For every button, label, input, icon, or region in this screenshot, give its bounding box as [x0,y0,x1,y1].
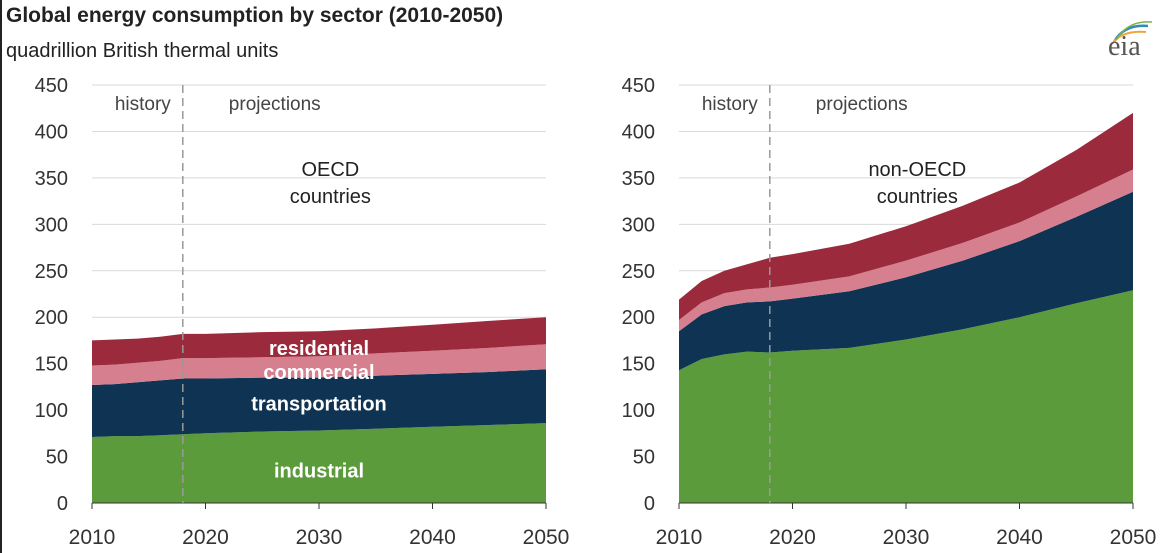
y-tick-label: 400 [622,121,655,143]
oecd-panel: 0 50 100 150 200 250 300 350 400 450 2010 2020 2030 2… [35,75,570,549]
y-tick-label: 150 [35,354,68,376]
y-tick-label: 350 [35,168,68,190]
x-tick-label: 2050 [1110,526,1157,549]
area-industrial [92,423,546,503]
series-label-commercial: commercial [263,362,374,384]
x-tick-label: 2020 [182,526,229,549]
chart-title: Global energy consumption by sector (201… [6,4,504,27]
area-residential [92,317,546,366]
figure-left-border [0,0,2,553]
x-tick-label: 2030 [883,526,930,549]
y-tick-label: 300 [35,214,68,236]
y-tick-label: 100 [35,400,68,422]
projections-label: projections [229,94,321,115]
area-industrial [679,290,1133,503]
history-label: history [702,94,758,115]
projections-label: projections [816,94,908,115]
eia-logo-text: eia [1108,31,1141,62]
area-residential [679,112,1133,321]
region-label-line2: countries [877,186,958,208]
y-tick-label: 0 [644,493,655,515]
y-tick-label: 450 [35,75,68,97]
y-tick-label: 50 [633,447,655,469]
region-label-line2: countries [290,186,371,208]
y-tick-label: 350 [622,168,655,190]
region-label-line1: OECD [301,159,359,181]
y-tick-label: 300 [622,214,655,236]
eia-logo-icon [1111,21,1153,45]
area-commercial [679,169,1133,332]
y-tick-label: 150 [622,354,655,376]
series-label-residential: residential [269,338,369,360]
area-transportation [92,369,546,437]
y-tick-label: 250 [622,261,655,283]
y-tick-label: 100 [622,400,655,422]
x-tick-label: 2010 [656,526,703,549]
y-tick-label: 50 [46,447,68,469]
region-label-line1: non-OECD [868,159,966,181]
y-tick-label: 250 [35,261,68,283]
y-tick-label: 0 [57,493,68,515]
y-tick-label: 450 [622,75,655,97]
chart-subtitle: quadrillion British thermal units [6,40,279,62]
x-tick-label: 2010 [69,526,116,549]
y-tick-label: 200 [35,307,68,329]
history-label: history [115,94,171,115]
x-tick-label: 2040 [996,526,1043,549]
x-tick-label: 2040 [409,526,456,549]
non-oecd-panel: 0 50 100 150 200 250 300 350 400 450 2010 2020 2030 2… [622,75,1157,549]
area-transportation [679,191,1133,371]
y-tick-label: 200 [622,307,655,329]
y-tick-label: 400 [35,121,68,143]
x-tick-label: 2020 [769,526,816,549]
area-commercial [92,344,546,385]
x-tick-label: 2030 [296,526,343,549]
series-label-transportation: transportation [251,394,387,416]
x-tick-label: 2050 [523,526,570,549]
series-label-industrial: industrial [274,460,364,482]
